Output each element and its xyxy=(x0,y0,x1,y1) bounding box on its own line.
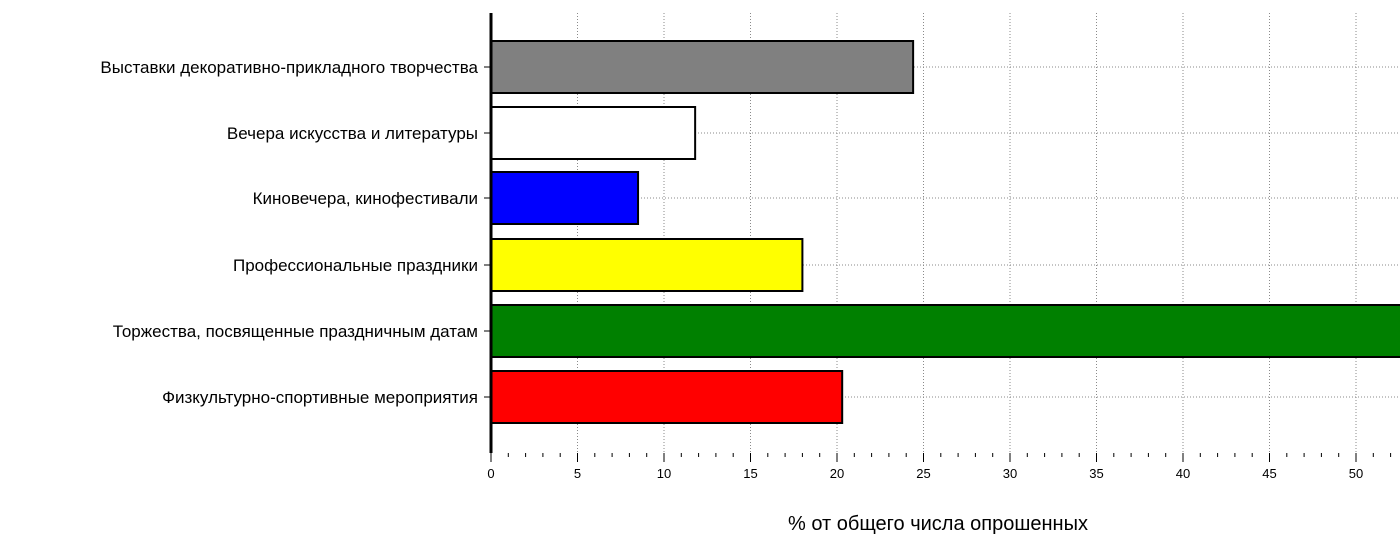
category-labels: Выставки декоративно-прикладного творчес… xyxy=(100,58,478,407)
bar xyxy=(490,304,1400,358)
bar xyxy=(490,40,915,94)
bars xyxy=(490,40,1400,424)
category-label: Торжества, посвященные праздничным датам xyxy=(113,322,478,341)
bar xyxy=(490,106,697,160)
category-label: Выставки декоративно-прикладного творчес… xyxy=(100,58,478,77)
axes: 0 5 10 15 20 25 30 35 40 45 50 xyxy=(484,13,1392,481)
category-label: Вечера искусства и литературы xyxy=(227,124,478,143)
x-tick-label: 45 xyxy=(1262,466,1276,481)
x-tick-label: 5 xyxy=(574,466,581,481)
x-tick-label: 10 xyxy=(657,466,671,481)
bar xyxy=(490,238,804,292)
bar xyxy=(490,370,844,424)
x-axis-title: % от общего числа опрошенных xyxy=(788,513,1088,535)
category-label: Физкультурно-спортивные мероприятия xyxy=(162,388,478,407)
x-tick-label: 40 xyxy=(1176,466,1190,481)
category-label: Профессиональные праздники xyxy=(233,256,478,275)
x-tick-label: 15 xyxy=(743,466,757,481)
x-tick-label: 0 xyxy=(487,466,494,481)
bar xyxy=(490,171,640,225)
x-tick-label: 35 xyxy=(1089,466,1103,481)
category-label: Киновечера, кинофестивали xyxy=(253,189,478,208)
x-tick-label: 50 xyxy=(1349,466,1363,481)
x-tick-label: 25 xyxy=(916,466,930,481)
x-tick-label: 20 xyxy=(830,466,844,481)
x-tick-label: 30 xyxy=(1003,466,1017,481)
